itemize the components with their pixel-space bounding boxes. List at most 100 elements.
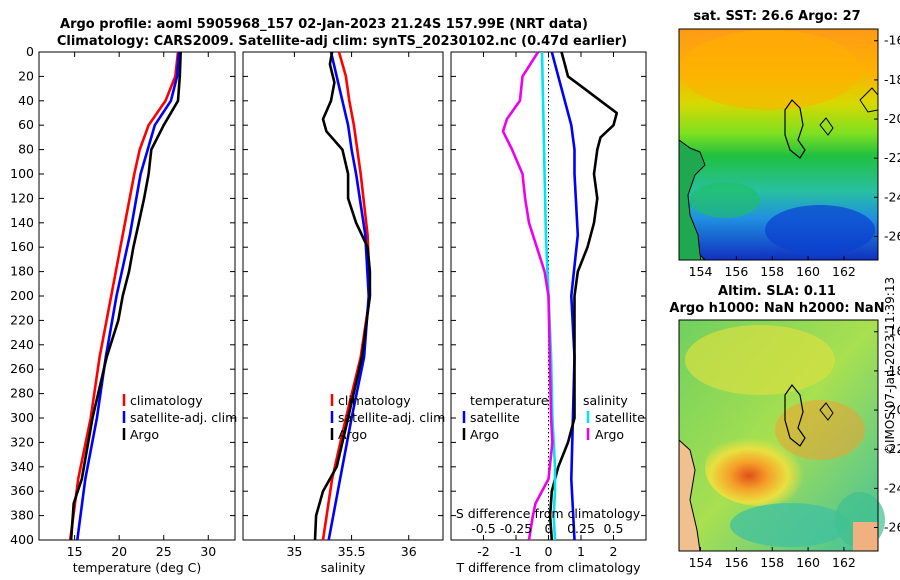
legend-label-satellite: satellite-adj. clim — [130, 410, 237, 425]
temperature-legend: climatology satellite-adj. clim Argo — [122, 393, 237, 442]
sla-island-outline — [819, 402, 834, 421]
y-tick-label: 40 — [18, 93, 34, 108]
legend-label-argo: Argo — [338, 427, 367, 442]
x-axis-label: salinity — [321, 560, 366, 575]
y-tick-label: 260 — [10, 361, 34, 376]
legend-label-climatology: climatology — [338, 393, 411, 408]
sst-map-frame — [678, 28, 879, 261]
sst-cool-patch — [765, 205, 875, 255]
series-line-satellite-adj-clim — [76, 51, 181, 541]
sla-map-title2: Argo h1000: NaN h2000: NaN — [669, 301, 884, 316]
lat-tick-label: -24 — [884, 189, 900, 204]
series-line-climatology — [321, 51, 372, 541]
x-axis-label: T difference from climatology — [455, 560, 641, 575]
s-tick-label: 0.25 — [567, 521, 595, 536]
x-axis-label: temperature (deg C) — [73, 560, 202, 575]
lat-tick-label: -24 — [884, 480, 900, 495]
sst-map-title: sat. SST: 26.6 Argo: 27 — [693, 9, 860, 24]
x-tick-label: 35 — [286, 544, 302, 559]
sla-corner-patch — [853, 522, 878, 551]
difference-panel: -2 -1 0 1 2T difference from climatology — [450, 51, 647, 575]
sst-reef-outline — [784, 99, 806, 159]
legend-label-s-satellite: satellite — [595, 410, 645, 425]
y-tick-label: 20 — [18, 68, 34, 83]
lon-tick-label: 160 — [796, 264, 820, 279]
sst-warm-patch — [680, 30, 860, 110]
y-tick-label: 120 — [10, 190, 34, 205]
y-tick-label: 140 — [10, 215, 34, 230]
sst-map-ticks: 154 156 158 160 162 -16 -18 -20 -22 -24 -26 — [689, 33, 900, 279]
x-tick-label: 1 — [577, 544, 585, 559]
lon-tick-label: 154 — [689, 555, 713, 570]
lon-tick-label: 154 — [689, 264, 713, 279]
x-tick-label: 2 — [610, 544, 618, 559]
series-line-climatology — [68, 51, 180, 541]
lat-tick-label: -26 — [884, 229, 900, 244]
lat-tick-label: -20 — [884, 402, 900, 417]
legend-label-argo: Argo — [130, 427, 159, 442]
lat-tick-label: -26 — [884, 520, 900, 535]
x-tick-label: -1 — [510, 544, 522, 559]
y-tick-label: 220 — [10, 312, 34, 327]
s-difference-label: S difference from climatology — [456, 506, 641, 521]
sla-yellow-band — [685, 325, 835, 395]
series-line-t-argo — [548, 51, 619, 541]
y-tick-label: 0 — [26, 44, 34, 59]
legend-label-t-argo: Argo — [470, 427, 499, 442]
sla-map-frame — [678, 319, 879, 552]
sst-island-outline — [819, 117, 834, 136]
s-difference-ticks: -0.5 -0.25 0 0.25 0.5 — [471, 521, 623, 536]
y-tick-label: 380 — [10, 508, 34, 523]
lon-tick-label: 160 — [796, 555, 820, 570]
sla-map: Altim. SLA: 0.11 Argo h1000: NaN h2000: … — [669, 284, 885, 552]
sst-map: sat. SST: 26.6 Argo: 27 — [678, 9, 879, 261]
x-tick-label: 36 — [401, 544, 417, 559]
lat-tick-label: -16 — [884, 324, 900, 339]
sst-green-patch — [690, 182, 760, 218]
s-tick-label: 0 — [545, 521, 553, 536]
legend-label-t-satellite: satellite — [470, 410, 520, 425]
lat-tick-label: -18 — [884, 363, 900, 378]
lon-tick-label: 162 — [832, 555, 856, 570]
figure-title-line1: Argo profile: aoml 5905968_157 02-Jan-20… — [60, 17, 588, 32]
sla-cyan-patch — [730, 503, 850, 547]
x-tick-label: 30 — [200, 544, 216, 559]
legend-label-s-argo: Argo — [595, 427, 624, 442]
salinity-legend: climatology satellite-adj. clim Argo — [330, 393, 445, 442]
sla-hot-patch — [705, 430, 815, 506]
y-tick-label: 160 — [10, 239, 34, 254]
difference-legend: temperature satellite Argo salinity sate… — [462, 393, 645, 442]
y-tick-label: 180 — [10, 264, 34, 279]
sla-map-title1: Altim. SLA: 0.11 — [718, 284, 836, 299]
s-tick-label: -0.5 — [471, 521, 495, 536]
lat-tick-label: -22 — [884, 441, 900, 456]
lat-tick-label: -16 — [884, 33, 900, 48]
lon-tick-label: 158 — [760, 555, 784, 570]
figure-title-line2: Climatology: CARS2009. Satellite-adj cli… — [57, 34, 627, 49]
x-tick-label: 25 — [156, 544, 172, 559]
s-tick-label: 0.5 — [604, 521, 624, 536]
y-tick-label: 240 — [10, 337, 34, 352]
lon-tick-label: 156 — [724, 264, 748, 279]
lon-tick-label: 158 — [760, 264, 784, 279]
y-tick-label: 360 — [10, 483, 34, 498]
y-tick-label: 280 — [10, 386, 34, 401]
legend-title-salinity: salinity — [583, 393, 628, 408]
series-line-argo — [313, 51, 372, 541]
y-tick-label: 100 — [10, 166, 34, 181]
y-tick-label: 400 — [10, 532, 34, 547]
y-tick-label: 200 — [10, 288, 34, 303]
lon-tick-label: 162 — [832, 264, 856, 279]
lat-tick-label: -20 — [884, 111, 900, 126]
x-tick-label: 0 — [545, 544, 553, 559]
salinity-panel: 35 35.5 36 salinity — [242, 51, 444, 575]
x-tick-label: 15 — [67, 544, 83, 559]
series-line-satellite-adj-clim — [327, 51, 371, 541]
s-tick-label: -0.25 — [500, 521, 532, 536]
legend-label-satellite: satellite-adj. clim — [338, 410, 445, 425]
legend-title-temperature: temperature — [470, 393, 549, 408]
series-line-s-argo — [501, 51, 554, 541]
y-tick-label: 340 — [10, 459, 34, 474]
